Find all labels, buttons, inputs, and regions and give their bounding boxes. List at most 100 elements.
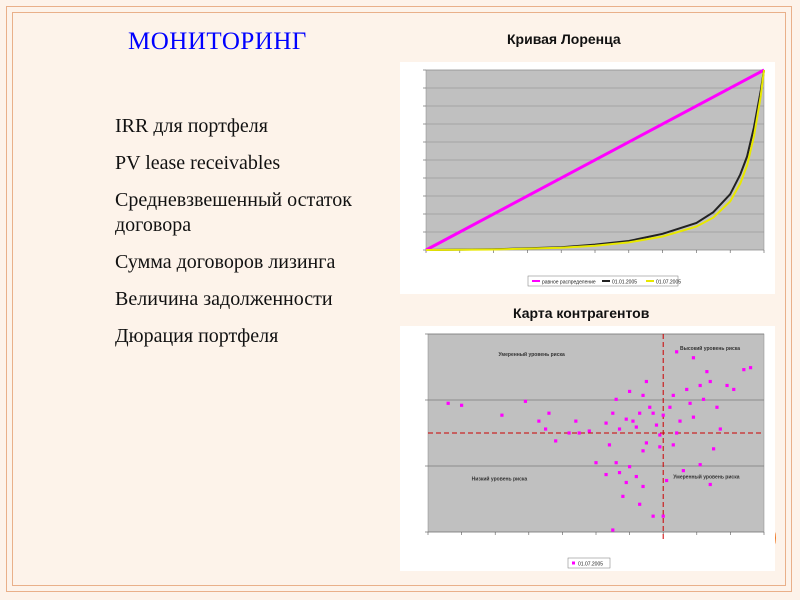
scatter-point [698, 383, 702, 388]
scatter-point [641, 484, 645, 489]
scatter-point [664, 478, 669, 483]
metrics-list: IRR для портфеля PV lease receivables Ср… [115, 114, 355, 361]
scatter-point [678, 419, 682, 423]
counterparty-chart-title: Карта контрагентов [513, 305, 650, 321]
scatter-point [651, 411, 655, 415]
list-item: IRR для портфеля [115, 115, 268, 137]
scatter-point [621, 494, 625, 498]
scatter-point [641, 449, 645, 453]
scatter-point [631, 419, 635, 423]
scatter-point [718, 427, 722, 431]
scatter-point [712, 447, 716, 451]
counterparty-chart-panel: Умеренный уровень риска Высокий уровень р… [400, 326, 775, 571]
legend: 01.07.2005 [567, 557, 611, 569]
scatter-point [644, 441, 648, 445]
scatter-point [651, 514, 655, 518]
scatter-point [644, 379, 648, 384]
scatter-point [671, 393, 675, 397]
scatter-point [554, 439, 558, 443]
legend-label: равное распределение [542, 280, 596, 286]
scatter-point [685, 387, 689, 392]
scatter-point [698, 463, 702, 467]
list-item: Сумма договоров лизинга [115, 251, 336, 273]
scatter-point [708, 379, 712, 384]
lorenz-chart-title: Кривая Лоренца [507, 31, 621, 47]
legend-swatch [572, 561, 575, 565]
scatter-point [604, 421, 608, 425]
list-item: Дюрация портфеля [115, 325, 279, 347]
list-item: Средневзвешенный остаток договора [115, 189, 352, 236]
scatter-point [523, 399, 528, 403]
slide-title: МОНИТОРИНГ [128, 28, 307, 55]
list-item: Величина задолженности [115, 288, 333, 310]
scatter-point [671, 443, 675, 447]
scatter-point [628, 465, 632, 469]
slide-frame-outer [6, 6, 792, 592]
scatter-point [748, 366, 753, 370]
scatter-point [614, 397, 618, 401]
scatter-point [648, 405, 652, 409]
scatter-point [611, 411, 615, 415]
scatter-point [691, 356, 696, 360]
scatter-point [446, 401, 450, 405]
scatter-point [544, 427, 548, 431]
scatter-point [587, 429, 591, 433]
scatter-point [742, 368, 746, 372]
scatter-point [537, 419, 541, 423]
scatter-point [661, 514, 665, 518]
scatter-point [611, 528, 615, 532]
scatter-point [594, 461, 598, 465]
scatter-point [607, 443, 612, 447]
list-item: PV lease receivables [115, 152, 281, 174]
scatter-point [675, 350, 679, 354]
scatter-point [628, 389, 632, 394]
scatter-point [661, 413, 665, 417]
legend-box [567, 557, 611, 569]
quadrant-label: Умеренный уровень риска [499, 351, 565, 358]
scatter-point [708, 482, 712, 487]
quadrant-label: Низкий уровень риска [472, 476, 528, 483]
scatter-point [577, 431, 581, 435]
lorenz-chart: равное распределение 01.01.2005 01.07.2005 [423, 68, 765, 287]
scatter-point [681, 469, 685, 473]
scatter-point [691, 415, 696, 419]
quadrant-label: Умеренный уровень риска [673, 474, 739, 481]
scatter-point [668, 405, 672, 409]
scatter-point [732, 387, 736, 392]
scatter-point [460, 403, 464, 407]
scatter-point [624, 480, 628, 485]
scatter-point [500, 413, 504, 417]
series-line [425, 69, 765, 251]
legend-label: 01.07.2005 [578, 562, 603, 568]
scatter-point [624, 417, 628, 421]
scatter-point [614, 461, 618, 465]
scatter-point [654, 423, 659, 427]
legend: равное распределение 01.01.2005 01.07.2005 [527, 275, 681, 287]
scatter-point [638, 411, 642, 415]
scatter-point [658, 445, 662, 449]
scatter-point [725, 383, 729, 388]
scatter-point [604, 472, 608, 477]
scatter-point [617, 471, 622, 475]
scatter-point [715, 405, 719, 409]
scatter-point [574, 419, 578, 423]
legend-label: 01.01.2005 [612, 280, 637, 286]
legend-label: 01.07.2005 [656, 280, 681, 286]
scatter-point [641, 393, 645, 397]
scatter-point [567, 431, 571, 435]
series-line [425, 68, 765, 252]
scatter-point [638, 502, 642, 506]
counterparty-chart: Умеренный уровень риска Высокий уровень р… [425, 333, 765, 569]
scatter-point [675, 431, 679, 435]
scatter-point [634, 474, 638, 479]
scatter-point [634, 425, 638, 429]
scatter-point [617, 427, 622, 431]
scatter-point [688, 401, 692, 405]
lorenz-chart-panel: равное распределение 01.01.2005 01.07.2005 [400, 62, 775, 294]
scatter-point [547, 411, 551, 415]
scatter-point [658, 433, 662, 437]
slide-frame-inner [12, 12, 786, 586]
scatter-point [705, 370, 709, 374]
scatter-point [701, 397, 706, 401]
quadrant-label: Высокий уровень риска [680, 345, 740, 352]
